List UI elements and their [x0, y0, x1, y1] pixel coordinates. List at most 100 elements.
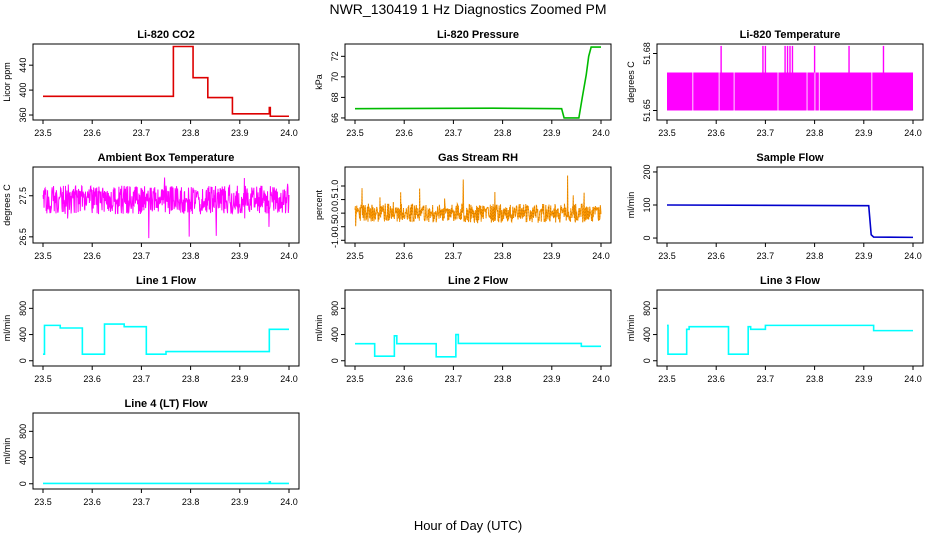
x-tick-label: 23.9	[855, 374, 873, 384]
panel-5: Gas Stream RH 23.5 23.6 23.7 23.8 23.9 24.0 -1.…	[314, 152, 612, 261]
x-tick-label: 23.6	[707, 251, 725, 261]
x-tick-label: 23.5	[346, 251, 364, 261]
x-tick-label: 24.0	[592, 128, 610, 138]
x-tick-label: 23.9	[231, 251, 249, 261]
x-tick-label: 23.8	[806, 128, 824, 138]
y-tick-label: 400	[330, 327, 340, 342]
y-axis-label: ml/min	[626, 192, 636, 219]
plot-frame	[344, 289, 612, 367]
x-tick-label: 23.5	[346, 128, 364, 138]
x-tick-label: 23.5	[346, 374, 364, 384]
x-tick-label: 23.9	[855, 251, 873, 261]
y-tick-label: 200	[642, 164, 652, 179]
y-tick-label: 0	[642, 358, 652, 363]
y-axis-label: ml/min	[626, 315, 636, 342]
y-axis-label: ml/min	[314, 315, 324, 342]
x-tick-label: 23.9	[543, 251, 561, 261]
x-tick-label: 23.9	[855, 128, 873, 138]
panel-title: Line 2 Flow	[448, 275, 508, 287]
y-tick-label: 400	[642, 327, 652, 342]
x-tick-label: 23.6	[707, 374, 725, 384]
x-tick-label: 24.0	[280, 251, 298, 261]
series-line	[354, 175, 602, 227]
y-axis-label: ml/min	[2, 315, 12, 342]
y-tick-label: 800	[330, 301, 340, 316]
y-tick-label: 72	[330, 51, 340, 61]
x-tick-label: 23.9	[543, 374, 561, 384]
y-tick-label: 0	[18, 481, 28, 486]
x-tick-label: 23.6	[83, 497, 101, 507]
x-tick-label: 23.6	[83, 128, 101, 138]
plot-frame	[32, 166, 300, 244]
x-tick-label: 23.7	[445, 128, 463, 138]
y-axis-label: ml/min	[2, 438, 12, 465]
y-tick-label: 0	[642, 236, 652, 241]
x-tick-label: 23.9	[231, 128, 249, 138]
panel-4: Ambient Box Temperature 23.5 23.6 23.7 23.8 2…	[2, 152, 300, 261]
panel-10: Line 4 (LT) Flow 23.5 23.6 23.7 23.8 23.9 24.0…	[2, 398, 300, 507]
x-tick-label: 23.8	[494, 251, 512, 261]
x-tick-label: 23.7	[445, 251, 463, 261]
panel-8: Line 2 Flow 23.5 23.6 23.7 23.8 23.9 24.0 0 400 8…	[314, 275, 612, 384]
x-tick-label: 23.8	[182, 497, 200, 507]
series-line	[43, 480, 289, 485]
y-tick-label: 400	[18, 327, 28, 342]
y-tick-label: 0	[18, 358, 28, 363]
x-tick-label: 23.6	[395, 251, 413, 261]
x-tick-label: 23.7	[133, 128, 151, 138]
y-tick-label: 51.65	[642, 99, 652, 122]
series-line	[42, 177, 290, 239]
panel-9: Line 3 Flow 23.5 23.6 23.7 23.8 23.9 24.0 0 400 8…	[626, 275, 924, 384]
y-tick-label: 0.0	[330, 207, 340, 220]
x-tick-label: 23.5	[34, 374, 52, 384]
y-tick-label: 0.5	[330, 193, 340, 206]
x-tick-label: 23.9	[231, 497, 249, 507]
x-tick-label: 23.8	[182, 251, 200, 261]
series-dots	[354, 175, 602, 227]
panel-1: Li-820 CO2 23.5 23.6 23.7 23.8 23.9 24.0 360 400…	[2, 29, 300, 138]
series-line	[43, 323, 289, 356]
y-tick-label: 100	[642, 197, 652, 212]
plot-frame	[344, 166, 612, 244]
panel-title: Li-820 CO2	[137, 29, 194, 41]
panel-title: Line 4 (LT) Flow	[125, 398, 208, 410]
y-tick-label: -1.0	[330, 233, 340, 249]
x-tick-label: 24.0	[280, 128, 298, 138]
y-axis-label: Licor ppm	[2, 62, 12, 102]
panel-7: Line 1 Flow 23.5 23.6 23.7 23.8 23.9 24.0 0 400 8…	[2, 275, 300, 384]
y-tick-label: 1.0	[330, 180, 340, 193]
x-tick-label: 23.9	[543, 128, 561, 138]
series-line	[354, 46, 601, 119]
x-tick-label: 23.5	[658, 251, 676, 261]
y-tick-label: 360	[18, 108, 28, 123]
plot-frame	[656, 43, 924, 121]
x-tick-label: 23.7	[133, 251, 151, 261]
series-line	[666, 204, 914, 239]
panel-title: Ambient Box Temperature	[98, 152, 235, 164]
x-tick-label: 23.6	[83, 374, 101, 384]
plot-frame	[344, 43, 612, 121]
x-tick-label: 24.0	[904, 251, 922, 261]
y-tick-label: 27.5	[18, 187, 28, 205]
panel-2: Li-820 Pressure 23.5 23.6 23.7 23.8 23.9 24.0 6…	[314, 29, 612, 138]
panel-title: Li-820 Temperature	[740, 29, 841, 41]
page-title: NWR_130419 1 Hz Diagnostics Zoomed PM	[329, 1, 607, 17]
x-tick-label: 23.7	[133, 497, 151, 507]
y-tick-label: 400	[18, 83, 28, 98]
y-tick-label: 26.5	[18, 228, 28, 246]
x-tick-label: 23.8	[806, 374, 824, 384]
x-tick-label: 24.0	[592, 374, 610, 384]
y-tick-label: 440	[18, 58, 28, 73]
x-tick-label: 24.0	[280, 374, 298, 384]
y-tick-label: 800	[642, 301, 652, 316]
x-tick-label: 23.7	[757, 374, 775, 384]
x-tick-label: 23.6	[707, 128, 725, 138]
x-tick-label: 23.7	[757, 128, 775, 138]
y-tick-label: 66	[330, 113, 340, 123]
y-tick-label: 51.68	[642, 42, 652, 65]
y-tick-label: 800	[18, 301, 28, 316]
x-tick-label: 23.5	[34, 497, 52, 507]
panel-title: Gas Stream RH	[438, 152, 518, 164]
x-tick-label: 23.6	[395, 374, 413, 384]
panel-title: Line 1 Flow	[136, 275, 196, 287]
